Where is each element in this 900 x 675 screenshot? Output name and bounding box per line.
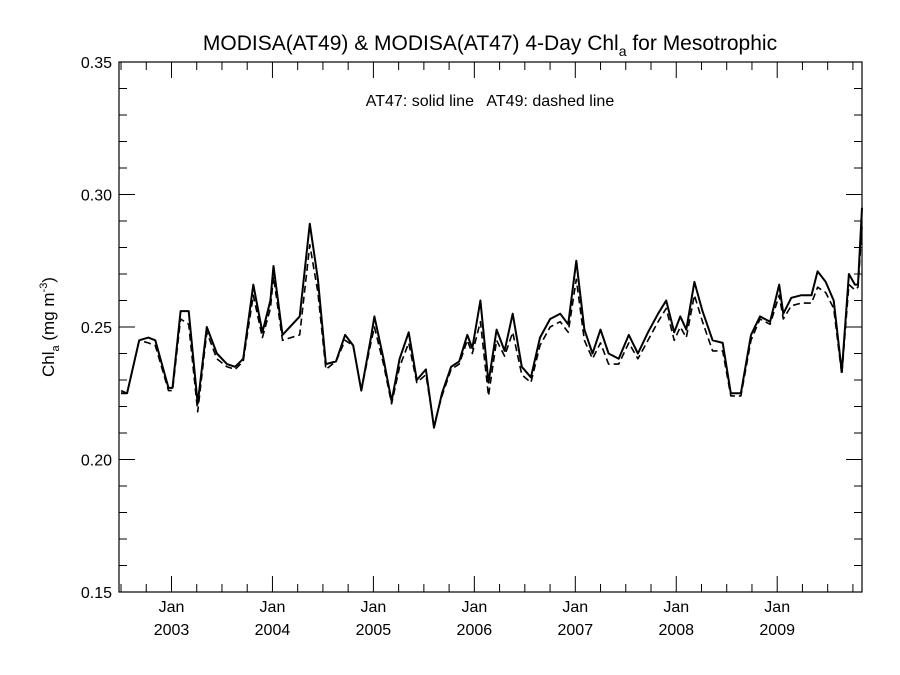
x-tick-month-label: Jan	[159, 599, 185, 616]
x-tick-month-label: Jan	[360, 599, 386, 616]
x-tick-month-label: Jan	[260, 599, 286, 616]
series-lines	[120, 207, 863, 429]
x-tick-year-label: 2003	[154, 622, 190, 639]
y-axis-label: Chla (mg m-3)	[38, 277, 62, 377]
x-tick-year-label: 2009	[759, 622, 795, 639]
x-tick-month-label: Jan	[461, 599, 487, 616]
title-subscript: a	[619, 43, 627, 59]
ylabel-unit: (mg m	[39, 292, 58, 345]
x-tick-year-label: 2007	[558, 622, 594, 639]
ylabel-superscript: -3	[38, 283, 50, 293]
y-tick-label: 0.35	[81, 55, 112, 72]
title-prefix: MODISA(AT49) & MODISA(AT47) 4-Day Chl	[203, 32, 619, 55]
series-line-at47	[121, 207, 863, 429]
y-tick-label: 0.15	[81, 585, 112, 602]
x-tick-year-label: 2008	[658, 622, 694, 639]
y-tick-label: 0.20	[81, 453, 112, 470]
y-tick-label: 0.30	[81, 188, 112, 205]
ylabel-close: )	[39, 277, 58, 283]
x-tick-year-label: 2004	[255, 622, 291, 639]
chart-title: MODISA(AT49) & MODISA(AT47) 4-Day Chla f…	[203, 32, 777, 59]
axes: 0.15 0.20 0.25 0.30 0.35 Jan 2003 Jan 2004 Jan 200…	[81, 55, 862, 639]
plot-frame	[118, 61, 863, 593]
chart-annotation: AT47: solid line AT49: dashed line	[366, 93, 615, 110]
ylabel-subscript: a	[50, 344, 62, 351]
ylabel-prefix: Chl	[39, 351, 58, 377]
x-tick-year-label: 2005	[356, 622, 392, 639]
x-tick-month-label: Jan	[663, 599, 689, 616]
x-tick-year-label: 2006	[457, 622, 493, 639]
x-tick-month-label: Jan	[764, 599, 790, 616]
x-tick-month-label: Jan	[562, 599, 588, 616]
series-line-at49	[120, 226, 863, 426]
title-suffix: for Mesotrophic	[627, 32, 778, 55]
y-tick-label: 0.25	[81, 320, 112, 337]
